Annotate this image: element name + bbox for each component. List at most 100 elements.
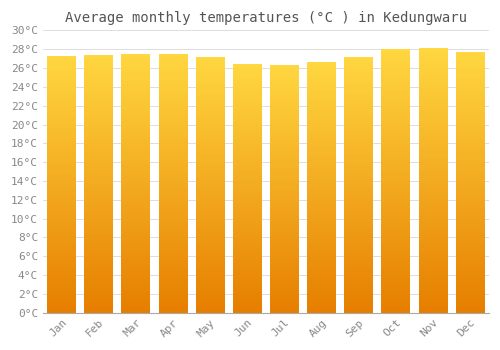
Bar <box>456 160 485 161</box>
Bar <box>382 177 410 178</box>
Bar <box>270 81 299 83</box>
Bar <box>382 247 410 248</box>
Bar <box>233 121 262 122</box>
Bar <box>307 80 336 81</box>
Bar <box>382 168 410 169</box>
Bar <box>418 251 448 252</box>
Bar <box>456 292 485 293</box>
Bar <box>196 226 224 227</box>
Bar <box>233 171 262 172</box>
Bar <box>344 281 374 282</box>
Bar <box>418 87 448 88</box>
Bar <box>344 288 374 289</box>
Bar <box>84 76 113 77</box>
Bar <box>382 231 410 232</box>
Bar <box>196 261 224 263</box>
Bar <box>382 81 410 82</box>
Bar <box>270 308 299 309</box>
Bar <box>233 78 262 79</box>
Bar <box>47 56 76 57</box>
Bar <box>270 196 299 198</box>
Bar <box>270 282 299 283</box>
Bar <box>84 127 113 128</box>
Bar <box>382 265 410 267</box>
Bar <box>84 79 113 80</box>
Bar <box>196 109 224 111</box>
Bar <box>158 249 188 251</box>
Bar <box>122 77 150 78</box>
Bar <box>456 113 485 114</box>
Bar <box>418 153 448 154</box>
Bar <box>344 196 374 197</box>
Bar <box>122 193 150 194</box>
Bar <box>196 233 224 235</box>
Bar <box>196 172 224 173</box>
Bar <box>307 184 336 185</box>
Bar <box>456 64 485 65</box>
Bar <box>196 301 224 302</box>
Bar <box>47 93 76 95</box>
Bar <box>47 265 76 266</box>
Bar <box>307 75 336 76</box>
Bar <box>456 307 485 309</box>
Bar <box>233 76 262 77</box>
Bar <box>382 303 410 305</box>
Bar <box>196 113 224 114</box>
Bar <box>233 228 262 230</box>
Bar <box>344 155 374 156</box>
Bar <box>84 132 113 133</box>
Bar <box>418 52 448 54</box>
Bar <box>84 72 113 73</box>
Bar <box>456 234 485 236</box>
Bar <box>233 68 262 69</box>
Bar <box>418 71 448 72</box>
Bar <box>456 214 485 215</box>
Bar <box>307 150 336 151</box>
Bar <box>270 305 299 307</box>
Bar <box>158 159 188 160</box>
Bar <box>47 286 76 287</box>
Bar <box>270 99 299 100</box>
Bar <box>456 244 485 245</box>
Bar <box>84 144 113 145</box>
Bar <box>84 278 113 279</box>
Bar <box>196 214 224 215</box>
Bar <box>307 159 336 160</box>
Bar <box>456 120 485 121</box>
Bar <box>307 81 336 83</box>
Bar <box>270 100 299 101</box>
Bar <box>456 236 485 237</box>
Bar <box>456 233 485 235</box>
Bar <box>158 195 188 196</box>
Bar <box>382 86 410 88</box>
Bar <box>382 195 410 197</box>
Bar <box>84 242 113 243</box>
Bar <box>344 310 374 312</box>
Bar <box>456 76 485 77</box>
Bar <box>158 95 188 97</box>
Bar <box>456 86 485 87</box>
Bar <box>382 164 410 165</box>
Bar <box>233 210 262 211</box>
Bar <box>233 140 262 141</box>
Bar <box>84 189 113 190</box>
Bar <box>47 237 76 238</box>
Bar <box>47 66 76 68</box>
Bar <box>307 280 336 281</box>
Bar <box>382 281 410 282</box>
Bar <box>233 264 262 265</box>
Bar <box>307 181 336 183</box>
Bar <box>122 217 150 218</box>
Bar <box>233 160 262 161</box>
Bar <box>196 183 224 185</box>
Bar <box>456 147 485 148</box>
Bar <box>196 215 224 217</box>
Bar <box>158 262 188 264</box>
Bar <box>233 115 262 117</box>
Bar <box>344 89 374 90</box>
Bar <box>233 231 262 232</box>
Bar <box>418 163 448 164</box>
Bar <box>47 243 76 245</box>
Bar <box>158 174 188 176</box>
Bar <box>196 272 224 273</box>
